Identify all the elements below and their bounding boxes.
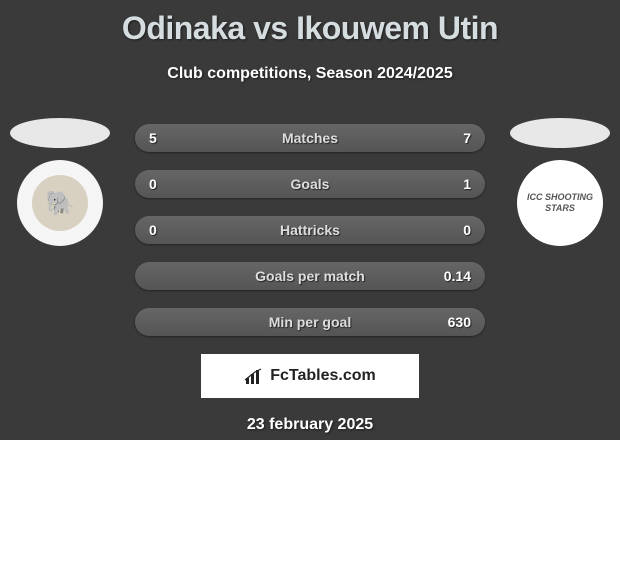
bar-chart-icon — [244, 368, 264, 384]
player-right-silhouette — [510, 118, 610, 148]
player-right: ICC SHOOTING STARS — [510, 118, 610, 268]
stat-label: Min per goal — [135, 314, 485, 330]
subtitle: Club competitions, Season 2024/2025 — [0, 65, 620, 83]
stat-right-value: 0 — [463, 222, 471, 238]
club-badge-right-text: ICC SHOOTING STARS — [517, 192, 603, 214]
stat-label: Matches — [135, 130, 485, 146]
stat-row-matches: 5 Matches 7 — [135, 124, 485, 152]
brand-box[interactable]: FcTables.com — [201, 354, 419, 398]
brand-text: FcTables.com — [270, 367, 376, 385]
stat-left-value: 0 — [149, 222, 157, 238]
page-title: Odinaka vs Ikouwem Utin — [0, 0, 620, 47]
stat-row-min-per-goal: Min per goal 630 — [135, 308, 485, 336]
player-left-silhouette — [10, 118, 110, 148]
footer-blank — [0, 440, 620, 580]
stat-left-value: 0 — [149, 176, 157, 192]
stat-row-goals: 0 Goals 1 — [135, 170, 485, 198]
stats-container: 5 Matches 7 0 Goals 1 0 Hattricks 0 Goal… — [135, 124, 485, 434]
club-badge-left: 🐘 — [17, 160, 103, 246]
date: 23 february 2025 — [135, 416, 485, 434]
stat-right-value: 7 — [463, 130, 471, 146]
stat-label: Goals — [135, 176, 485, 192]
stat-right-value: 630 — [448, 314, 471, 330]
stat-row-hattricks: 0 Hattricks 0 — [135, 216, 485, 244]
elephant-icon: 🐘 — [32, 175, 88, 231]
stat-row-goals-per-match: Goals per match 0.14 — [135, 262, 485, 290]
club-badge-right: ICC SHOOTING STARS — [517, 160, 603, 246]
stat-label: Goals per match — [135, 268, 485, 284]
stat-right-value: 1 — [463, 176, 471, 192]
player-left: 🐘 — [10, 118, 110, 268]
stat-left-value: 5 — [149, 130, 157, 146]
stat-label: Hattricks — [135, 222, 485, 238]
stat-right-value: 0.14 — [444, 268, 471, 284]
